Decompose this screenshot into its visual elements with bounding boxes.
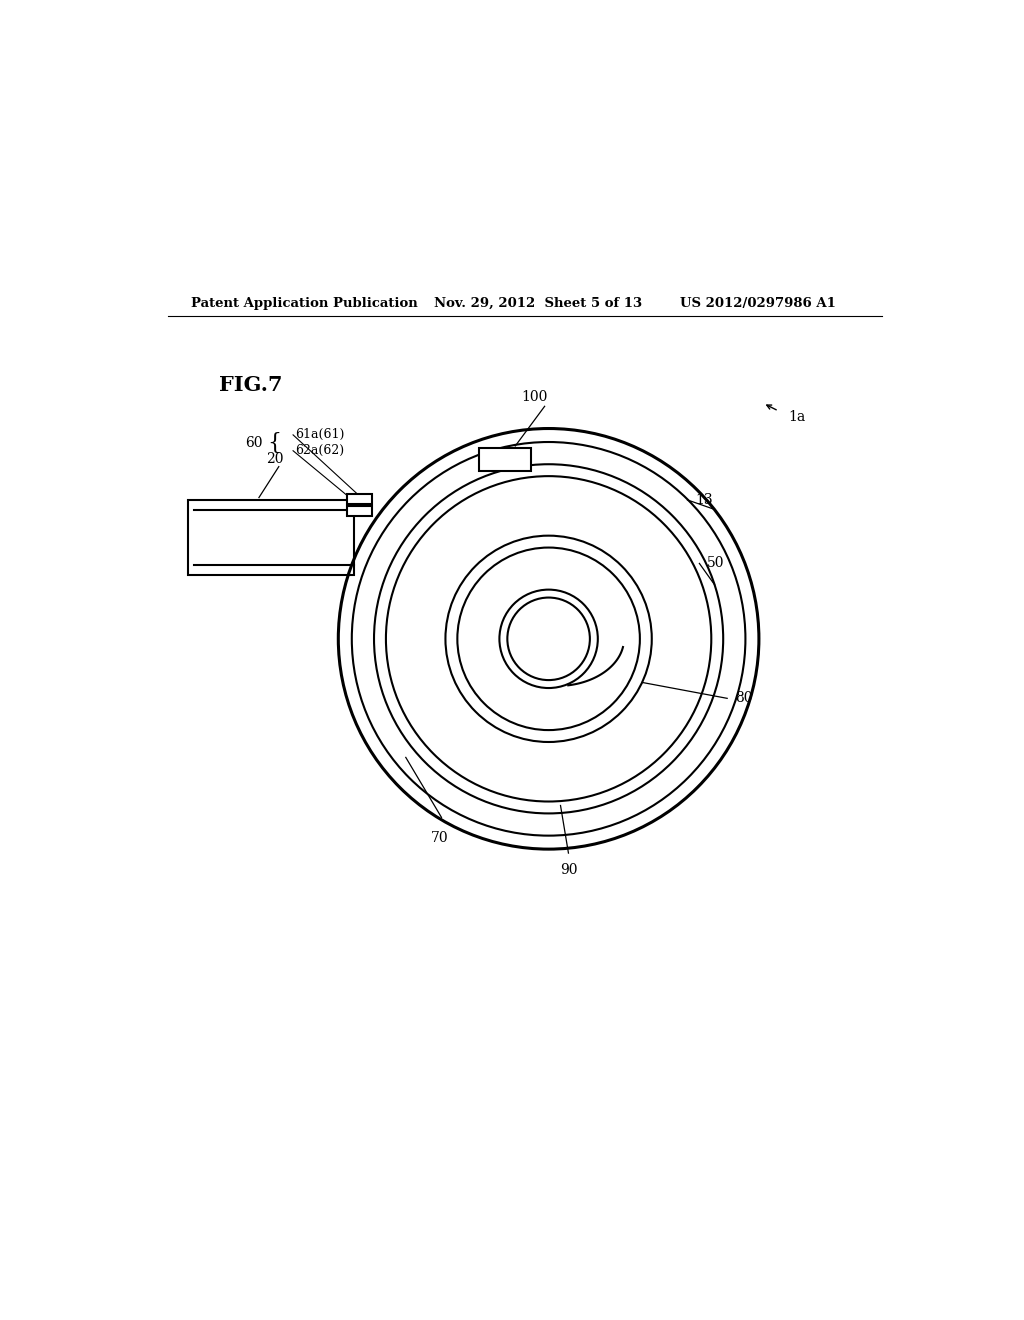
Bar <box>347 507 373 516</box>
Text: 13: 13 <box>695 492 713 507</box>
Text: 50: 50 <box>708 557 725 570</box>
Text: 62a(62): 62a(62) <box>295 445 344 457</box>
Text: {: { <box>267 432 281 454</box>
Text: 20: 20 <box>266 451 284 466</box>
Bar <box>347 495 373 504</box>
Text: 1a: 1a <box>788 409 806 424</box>
Text: Nov. 29, 2012  Sheet 5 of 13: Nov. 29, 2012 Sheet 5 of 13 <box>433 297 642 310</box>
Text: FIG.7: FIG.7 <box>219 375 283 395</box>
Text: 100: 100 <box>521 389 548 404</box>
Text: 90: 90 <box>560 862 578 876</box>
Text: 61a(61): 61a(61) <box>295 429 344 441</box>
Text: 60: 60 <box>246 436 263 450</box>
Text: US 2012/0297986 A1: US 2012/0297986 A1 <box>680 297 836 310</box>
Bar <box>187 500 354 576</box>
Text: 80: 80 <box>735 692 753 705</box>
Bar <box>479 449 530 471</box>
Text: 70: 70 <box>431 830 449 845</box>
Text: Patent Application Publication: Patent Application Publication <box>191 297 418 310</box>
